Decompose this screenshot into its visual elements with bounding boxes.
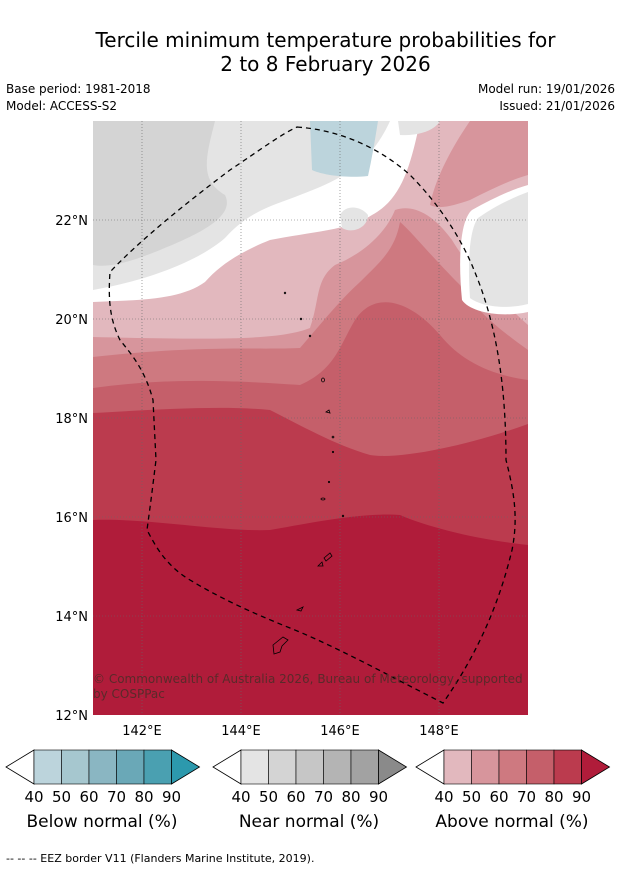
- title-line-2: 2 to 8 February 2026: [220, 52, 431, 76]
- base-period: Base period: 1981-2018: [6, 82, 151, 96]
- region-above-ne: [430, 121, 528, 208]
- colorbar-tick-label: 60: [79, 788, 98, 806]
- colorbar-max-extend: [581, 749, 611, 785]
- colorbar-tick-label: 50: [52, 788, 71, 806]
- colorbar-max-extend: [171, 749, 201, 785]
- map-title: Tercile minimum temperature probabilitie…: [0, 28, 621, 76]
- colorbar-segment: [88, 749, 117, 785]
- lon-label: 148°E: [419, 724, 459, 735]
- colorbar-tick-label: 90: [369, 788, 388, 806]
- colorbar-segment: [33, 749, 62, 785]
- colorbar-tick-label: 60: [489, 788, 508, 806]
- colorbar-tick-label: 50: [259, 788, 278, 806]
- lat-label: 22°N: [55, 214, 88, 229]
- lat-label: 12°N: [55, 709, 88, 724]
- islands: [272, 291, 345, 655]
- guam-island: [272, 636, 289, 655]
- issued-date: Issued: 21/01/2026: [499, 99, 615, 113]
- region-near-50: [93, 121, 227, 266]
- lon-label: 144°E: [221, 724, 261, 735]
- lon-label: 146°E: [320, 724, 360, 735]
- lat-label: 20°N: [55, 313, 88, 328]
- region-below-40: [310, 121, 378, 177]
- colorbar-tick-label: 80: [134, 788, 153, 806]
- colorbar-tick-label: 70: [314, 788, 333, 806]
- colorbar-segment: [323, 749, 352, 785]
- region-near-east: [468, 192, 528, 307]
- colorbar-segment: [61, 749, 90, 785]
- colorbar-tick-label: 40: [231, 788, 250, 806]
- meta-right: Model run: 19/01/2026 Issued: 21/01/2026: [478, 81, 615, 115]
- colorbars: 40 50 60 70 80 90 40 50 60 70 80 90 40 50 60 70 80 90: [5, 749, 611, 806]
- latitude-labels: 22°N 20°N 18°N 16°N 14°N 12°N: [55, 214, 88, 724]
- colorbar-tick-label: 40: [24, 788, 43, 806]
- colorbar-segment: [268, 749, 297, 785]
- longitude-labels: 142°E 144°E 146°E 148°E: [122, 724, 459, 735]
- colorbar-tick-label: 90: [162, 788, 181, 806]
- colorbar-above: 40 50 60 70 80 90: [415, 749, 611, 806]
- colorbar-segment: [143, 749, 172, 785]
- colorbar-tick-label: 70: [107, 788, 126, 806]
- lat-label: 14°N: [55, 610, 88, 625]
- region-near-blob: [340, 207, 368, 231]
- colorbar-min-extend: [212, 749, 242, 785]
- probability-map: 22°N 20°N 18°N 16°N 14°N 12°N 142°E 144°…: [55, 121, 528, 735]
- title-line-1: Tercile minimum temperature probabilitie…: [95, 28, 556, 52]
- colorbar-segment: [240, 749, 269, 785]
- model-name: Model: ACCESS-S2: [6, 99, 118, 113]
- colorbar-tick-label: 80: [341, 788, 360, 806]
- colorbar-tick-label: 80: [544, 788, 563, 806]
- colorbar-segment: [553, 749, 582, 785]
- colorbar-tick-label: 40: [434, 788, 453, 806]
- colorbar-title-near: Near normal (%): [238, 812, 380, 832]
- copyright-notice: © Commonwealth of Australia 2026, Bureau…: [93, 672, 523, 701]
- footer-note: -- -- -- EEZ border V11 (Flanders Marine…: [6, 852, 315, 865]
- colorbar-min-extend: [415, 749, 445, 785]
- colorbar-title-above: Above normal (%): [435, 812, 589, 832]
- colorbar-segment: [295, 749, 324, 785]
- meta-left: Base period: 1981-2018 Model: ACCESS-S2: [6, 81, 151, 115]
- colorbar-segment: [471, 749, 500, 785]
- colorbar-tick-label: 50: [462, 788, 481, 806]
- model-run: Model run: 19/01/2026: [477, 82, 615, 96]
- colorbar-near: 40 50 60 70 80 90: [212, 749, 408, 806]
- colorbar-segment: [526, 749, 555, 785]
- colorbar-segment: [116, 749, 145, 785]
- region-near-top: [398, 121, 440, 136]
- colorbar-tick-label: 70: [517, 788, 536, 806]
- colorbar-title-below: Below normal (%): [26, 812, 178, 832]
- colorbar-tick-label: 90: [572, 788, 591, 806]
- colorbar-min-extend: [5, 749, 35, 785]
- colorbar-segment: [498, 749, 527, 785]
- colorbar-tick-label: 60: [286, 788, 305, 806]
- graticule: [93, 121, 528, 715]
- lat-label: 18°N: [55, 412, 88, 427]
- colorbar-max-extend: [378, 749, 408, 785]
- colorbar-below: 40 50 60 70 80 90: [5, 749, 201, 806]
- lat-label: 16°N: [55, 511, 88, 526]
- colorbar-segment: [443, 749, 472, 785]
- lon-label: 142°E: [122, 724, 162, 735]
- colorbar-segment: [350, 749, 379, 785]
